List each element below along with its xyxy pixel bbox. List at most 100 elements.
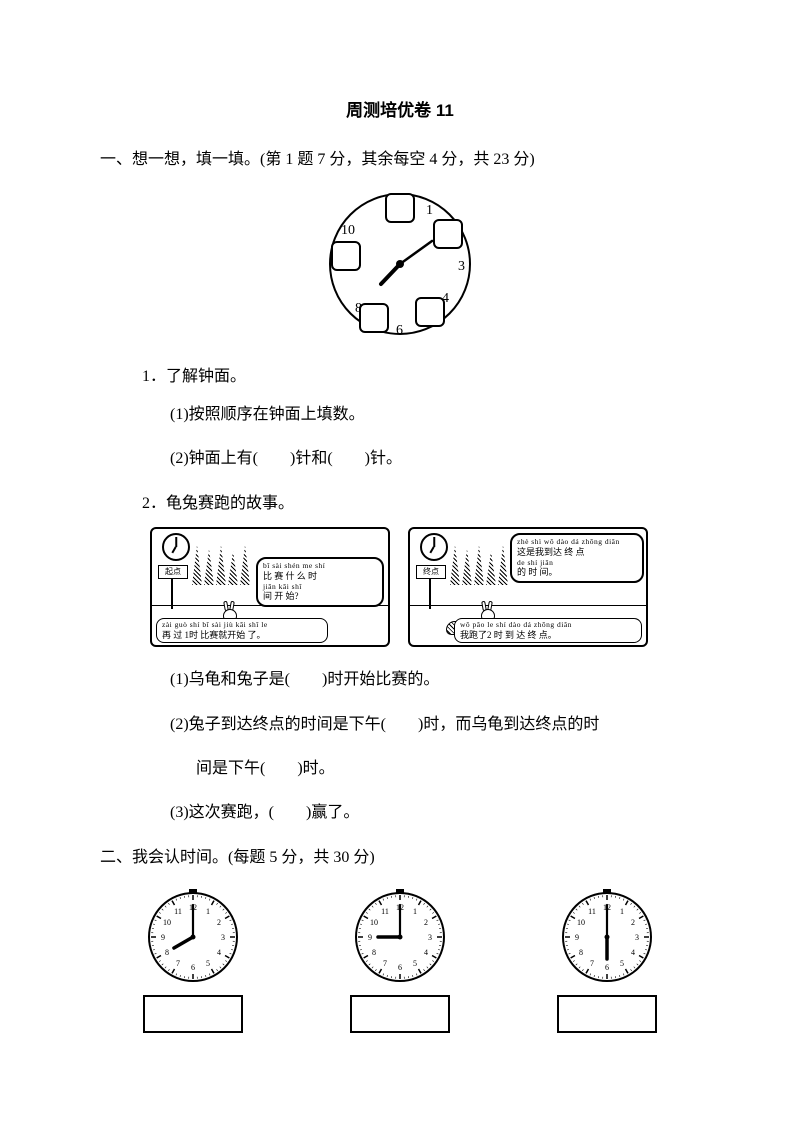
q2-heading: 2．龟兔赛跑的故事。 [100, 489, 700, 519]
q1-heading: 1．了解钟面。 [100, 362, 700, 392]
sign-start: 起点 [158, 565, 188, 579]
svg-text:4: 4 [631, 948, 635, 957]
svg-text:11: 11 [588, 907, 596, 916]
svg-text:2: 2 [217, 918, 221, 927]
sign-finish: 终点 [416, 565, 446, 579]
small-clock-2: 121234567891011 [352, 889, 448, 985]
bubble-text: 这是我到达 终 点 [517, 547, 637, 558]
bubble-text: 的 时 间。 [517, 567, 637, 578]
bubble-text: 比 赛 什 么 时 [263, 571, 377, 582]
text: 间是下午( [196, 760, 265, 777]
clock-blank-7[interactable] [360, 304, 388, 332]
svg-text:5: 5 [206, 959, 210, 968]
clock-item-2: 121234567891011 [350, 889, 450, 1033]
speech-bubble-left: bǐ sài shén me shí 比 赛 什 么 时 jiān kāi sh… [256, 557, 384, 606]
svg-text:5: 5 [413, 959, 417, 968]
svg-text:6: 6 [398, 963, 402, 972]
caption-left: zài guò shí bǐ sài jiù kāi shǐ le 再 过 1时… [156, 618, 328, 643]
answer-box-3[interactable] [557, 995, 657, 1033]
svg-text:7: 7 [383, 959, 387, 968]
svg-text:10: 10 [577, 918, 585, 927]
svg-text:7: 7 [590, 959, 594, 968]
svg-text:3: 3 [428, 933, 432, 942]
text: )时开始比赛的。 [322, 671, 439, 688]
svg-text:11: 11 [174, 907, 182, 916]
small-clock-1: 121234567891011 [145, 889, 241, 985]
story-panel-left: 起点 bǐ sài shén me shí 比 赛 什 么 时 jiān kāi… [150, 527, 390, 647]
clock-center [396, 260, 404, 268]
speech-bubble-right: zhè shì wǒ dào dá zhōng diǎn 这是我到达 终 点 d… [510, 533, 644, 582]
small-clocks-row: 121234567891011 121234567891011 12123456… [100, 881, 700, 1033]
svg-text:10: 10 [370, 918, 378, 927]
svg-text:4: 4 [424, 948, 428, 957]
panel-clock-right [420, 533, 448, 561]
text: )赢了。 [306, 804, 359, 821]
svg-text:7: 7 [176, 959, 180, 968]
q2-sub2-line2: 间是下午( )时。 [100, 754, 700, 784]
svg-text:9: 9 [368, 933, 372, 942]
q1-sub2-a: (2)钟面上有( [170, 450, 258, 467]
text: (1)乌龟和兔子是( [170, 671, 290, 688]
svg-text:3: 3 [221, 933, 225, 942]
svg-text:2: 2 [424, 918, 428, 927]
pinyin: de shí jiān [517, 558, 637, 567]
answer-box-1[interactable] [143, 995, 243, 1033]
svg-text:8: 8 [579, 948, 583, 957]
svg-text:10: 10 [163, 918, 171, 927]
clock-blank-2[interactable] [434, 220, 462, 248]
clock-item-1: 121234567891011 [143, 889, 243, 1033]
big-clock-container: 11 1 10 3 8 4 6 [100, 184, 700, 344]
pinyin: bǐ sài shén me shí [263, 561, 377, 570]
svg-text:4: 4 [217, 948, 221, 957]
svg-text:8: 8 [372, 948, 376, 957]
q2-sub1: (1)乌龟和兔子是( )时开始比赛的。 [100, 665, 700, 695]
caption-right: wǒ pǎo le shí dào dá zhōng diǎn 我跑了2 时 到… [454, 618, 642, 643]
svg-text:3: 3 [635, 933, 639, 942]
panel-clock-left [162, 533, 190, 561]
story-panel-right: 终点 zhè shì wǒ dào dá zhōng diǎn 这是我到达 终 … [408, 527, 648, 647]
svg-text:9: 9 [161, 933, 165, 942]
caption-text: 再 过 1时 比赛就开始 了。 [162, 630, 322, 642]
pinyin: zhè shì wǒ dào dá zhōng diǎn [517, 537, 637, 546]
clock-num-3: 3 [458, 259, 465, 274]
page-title: 周测培优卷 11 [100, 95, 700, 127]
small-clock-3: 121234567891011 [559, 889, 655, 985]
text: )时，而乌龟到达终点的时 [418, 716, 599, 733]
q2-sub2-line1: (2)兔子到达终点的时间是下午( )时，而乌龟到达终点的时 [100, 710, 700, 740]
svg-text:9: 9 [575, 933, 579, 942]
svg-text:5: 5 [620, 959, 624, 968]
svg-text:1: 1 [620, 907, 624, 916]
clock-num-6: 6 [396, 323, 403, 338]
story-panels: 起点 bǐ sài shén me shí 比 赛 什 么 时 jiān kāi… [100, 527, 700, 647]
svg-text:6: 6 [605, 963, 609, 972]
pinyin: jiān kāi shǐ [263, 582, 377, 591]
svg-text:8: 8 [165, 948, 169, 957]
clock-blank-5[interactable] [416, 298, 444, 326]
text: (2)兔子到达终点的时间是下午( [170, 716, 386, 733]
pinyin: wǒ pǎo le shí dào dá zhōng diǎn [460, 620, 636, 630]
q1-sub2-c: )针。 [365, 450, 402, 467]
clock-num-10: 10 [341, 223, 355, 238]
svg-text:1: 1 [206, 907, 210, 916]
text: (3)这次赛跑，( [170, 804, 274, 821]
q1-sub2: (2)钟面上有( )针和( )针。 [100, 444, 700, 474]
big-clockface: 11 1 10 3 8 4 6 [320, 184, 480, 344]
bubble-text: 间 开 始? [263, 591, 377, 602]
caption-text: 我跑了2 时 到 达 终 点。 [460, 630, 636, 642]
text: )时。 [297, 760, 334, 777]
clock-num-1: 1 [426, 203, 433, 218]
svg-text:1: 1 [413, 907, 417, 916]
answer-box-2[interactable] [350, 995, 450, 1033]
svg-text:11: 11 [381, 907, 389, 916]
svg-text:2: 2 [631, 918, 635, 927]
svg-text:6: 6 [191, 963, 195, 972]
clock-blank-9[interactable] [332, 242, 360, 270]
clock-item-3: 121234567891011 [557, 889, 657, 1033]
section-1-heading: 一、想一想，填一填。(第 1 题 7 分，其余每空 4 分，共 23 分) [100, 145, 700, 175]
section-2-heading: 二、我会认时间。(每题 5 分，共 30 分) [100, 843, 700, 873]
q1-sub2-b: )针和( [290, 450, 333, 467]
pinyin: zài guò shí bǐ sài jiù kāi shǐ le [162, 620, 322, 630]
clock-blank-12[interactable] [386, 194, 414, 222]
q1-sub1: (1)按照顺序在钟面上填数。 [100, 400, 700, 430]
q2-sub3: (3)这次赛跑，( )赢了。 [100, 798, 700, 828]
